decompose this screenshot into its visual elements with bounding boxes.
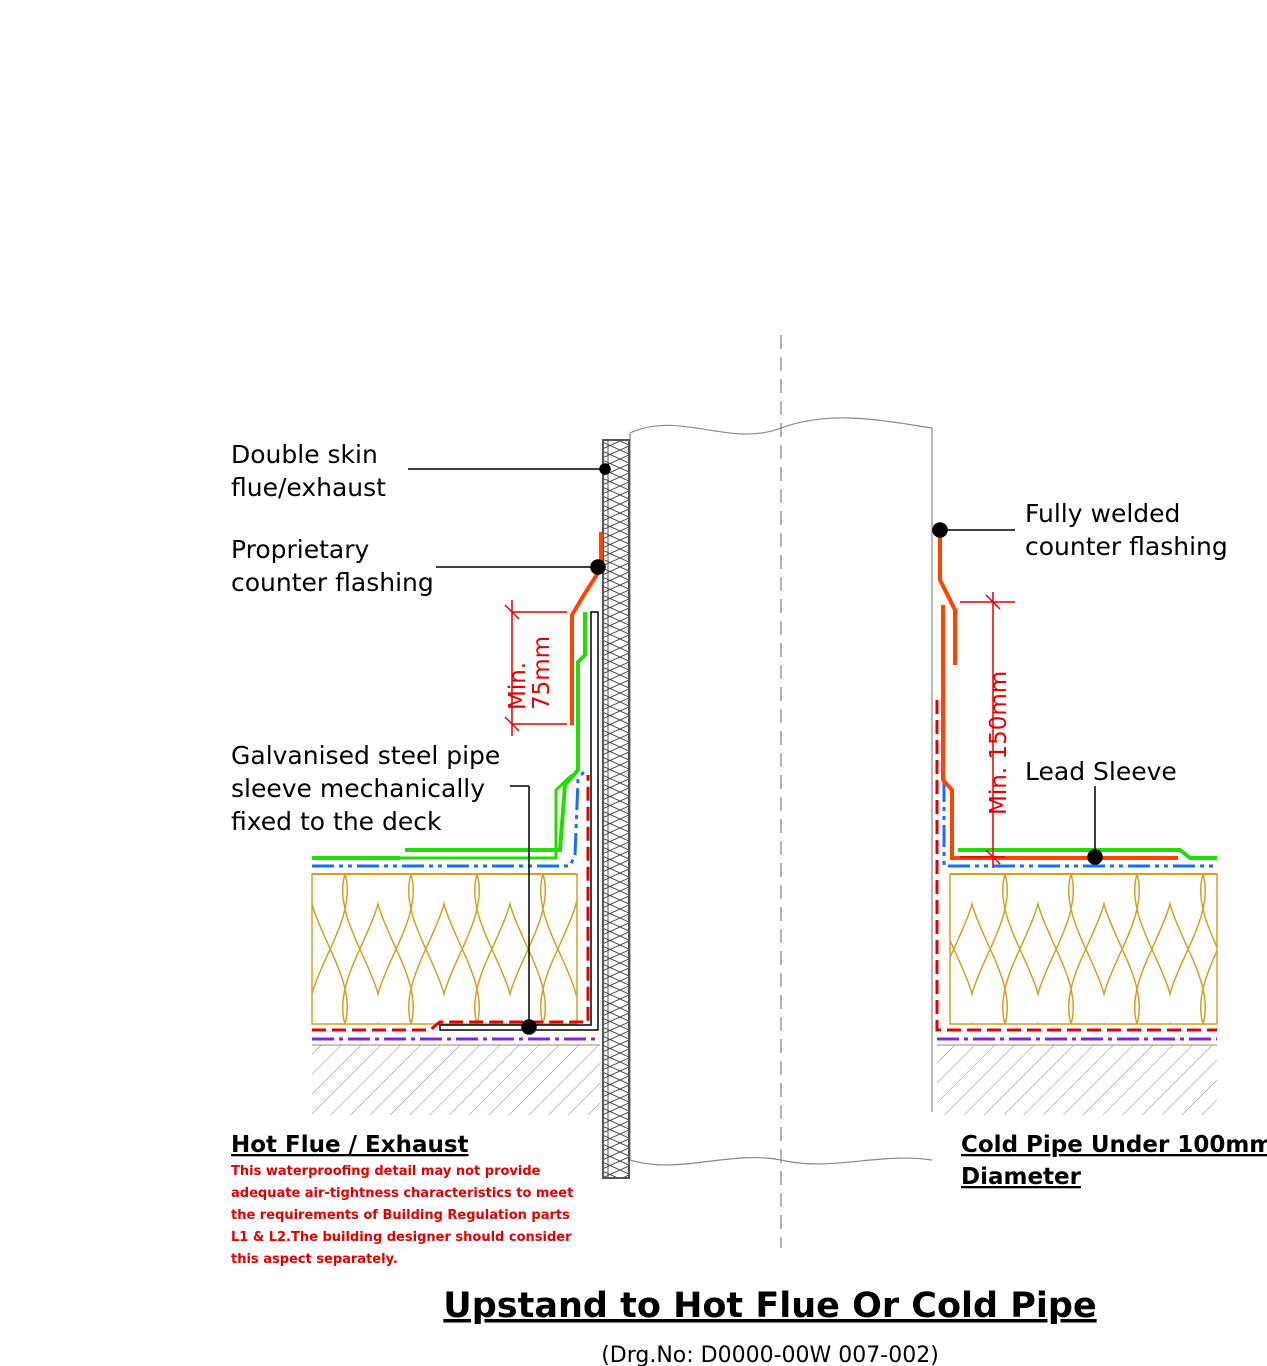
drawing-number: (Drg.No: D0000-00W 007-002) [601, 1343, 939, 1366]
label-galvanised: Galvanised steel pipe sleeve mechanicall… [231, 741, 508, 836]
warning-note: This waterproofing detail may not provid… [231, 1164, 578, 1267]
heading-hot: Hot Flue / Exhaust [231, 1132, 469, 1158]
page-title: Upstand to Hot Flue Or Cold Pipe [443, 1286, 1096, 1326]
dim-cold-text: Min. 150mm [986, 671, 1012, 815]
left-deck [312, 1044, 600, 1115]
label-proprietary: Proprietary counter flashing [231, 535, 434, 597]
left-insulation [311, 873, 578, 1025]
leaders [408, 463, 1103, 1035]
double-skin-flue [602, 439, 630, 1179]
right-insulation [949, 873, 1218, 1025]
label-double-skin: Double skin flue/exhaust [231, 440, 386, 502]
label-fully-welded: Fully welded counter flashing [1025, 499, 1228, 561]
heading-cold: Cold Pipe Under 100mm Diameter [961, 1132, 1267, 1190]
label-lead-sleeve: Lead Sleeve [1025, 757, 1177, 786]
dim-hot-text: Min. 75mm [505, 636, 555, 710]
dimension-hot [504, 600, 567, 736]
right-deck [937, 1044, 1217, 1115]
dimension-cold [960, 592, 1015, 868]
right-membranes [935, 530, 1217, 1041]
left-membranes [312, 532, 603, 1041]
